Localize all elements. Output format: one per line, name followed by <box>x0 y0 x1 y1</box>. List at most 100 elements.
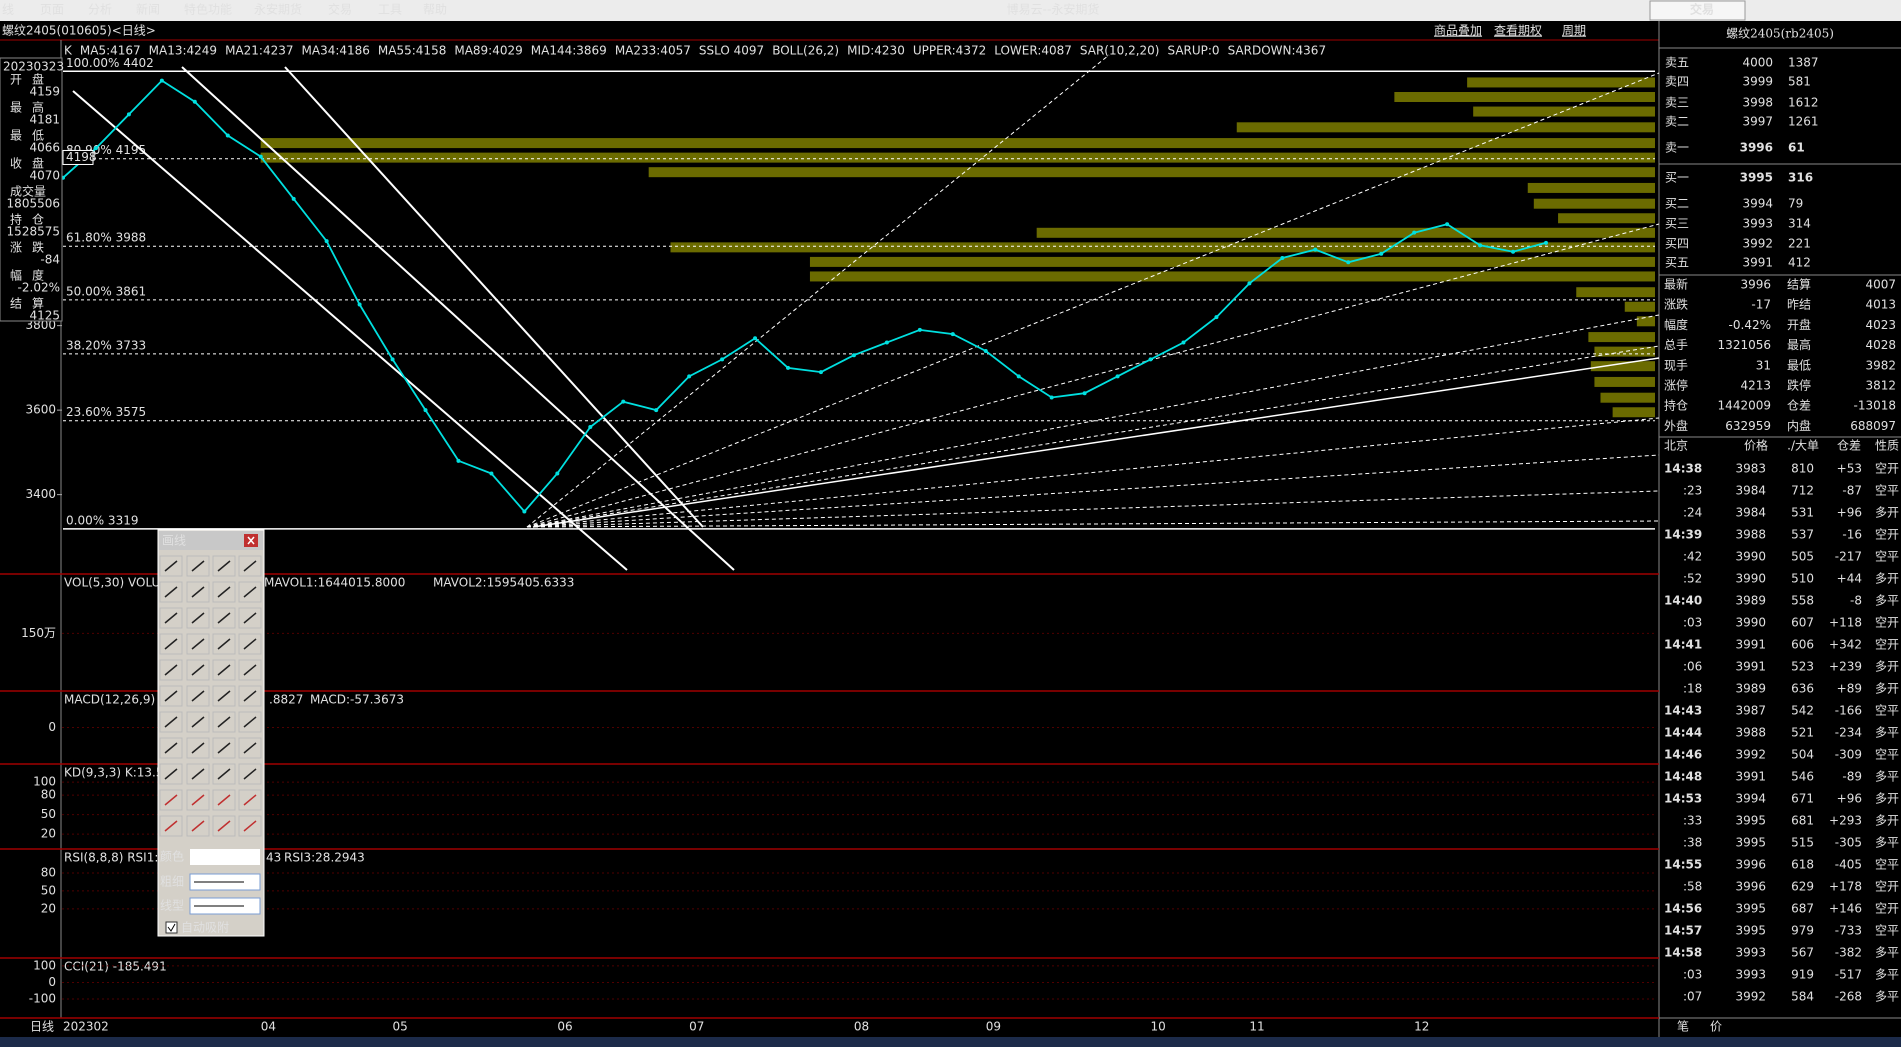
book-label: 卖二 <box>1665 115 1689 129</box>
price-point <box>917 327 922 332</box>
tick-cell: 3989 <box>1735 682 1766 696</box>
info-label: 最高 <box>10 100 54 115</box>
tick-cell: -166 <box>1835 704 1862 718</box>
palette-tool-icon <box>217 612 231 624</box>
info-value: 4159 <box>29 85 60 99</box>
tick-cell: 14:46 <box>1664 748 1702 762</box>
palette-checkbox[interactable] <box>165 921 178 934</box>
palette-tool-icon <box>191 586 205 598</box>
tick-cell: :52 <box>1683 572 1702 586</box>
palette-tool-icon <box>191 820 205 832</box>
x-tick-label: 12 <box>1414 1020 1429 1034</box>
toolbar-link[interactable]: 周期 <box>1562 24 1586 38</box>
menu-item[interactable]: 交易 <box>328 2 352 17</box>
tick-cell: 空开 <box>1875 616 1899 630</box>
stat-label: 幅度 <box>1664 317 1688 332</box>
stat-label: 最高 <box>1787 337 1811 352</box>
panel-tab[interactable]: 笔 <box>1677 1019 1689 1034</box>
palette-tool-icon <box>164 664 178 676</box>
price-point <box>258 154 263 159</box>
palette-tool-icon <box>217 768 231 780</box>
volume-profile-bar <box>1533 198 1655 209</box>
volume-profile-bar <box>1467 77 1655 88</box>
panel-tab[interactable]: 价 <box>1710 1020 1722 1034</box>
tick-cell: 546 <box>1791 770 1814 784</box>
menu-item[interactable]: 帮助 <box>423 3 447 17</box>
book-volume: 79 <box>1788 197 1803 211</box>
tick-cell: +44 <box>1837 572 1862 586</box>
price-point <box>390 357 395 362</box>
info-value: 4125 <box>29 309 60 323</box>
palette-tool-icon <box>217 586 231 598</box>
stat-label: 开盘 <box>1787 317 1811 332</box>
price-line <box>62 79 1547 513</box>
toolbar-link[interactable]: 查看期权 <box>1494 24 1542 38</box>
menu-item[interactable]: 工具 <box>378 3 402 17</box>
palette-tool-icon <box>217 820 231 832</box>
tick-cell: 空平 <box>1875 484 1899 498</box>
trade-button[interactable]: 交易 <box>1690 2 1714 17</box>
tick-cell: 542 <box>1791 704 1814 718</box>
indicator-legend: MA55:4158 <box>378 44 446 58</box>
toolbar-link[interactable]: 商品叠加 <box>1434 23 1482 38</box>
palette-tool-icon <box>164 742 178 754</box>
tick-cell: -268 <box>1835 990 1862 1004</box>
price-point <box>456 458 461 463</box>
book-label: 买一 <box>1665 171 1689 185</box>
palette-tool-icon <box>164 560 178 572</box>
menu-item[interactable]: 永安期货 <box>254 2 302 17</box>
menu-item[interactable]: 分析 <box>88 3 112 17</box>
trade-button-box[interactable] <box>1649 0 1746 21</box>
info-label: 幅度 <box>10 268 54 283</box>
palette-tool-icon <box>243 586 257 598</box>
panel-label: .8827 <box>269 693 303 707</box>
tick-cell: +96 <box>1837 792 1862 806</box>
symbol-label: 螺纹2405(010605)<日线> <box>2 24 156 38</box>
tick-cell: 3995 <box>1735 902 1766 916</box>
palette-tool-icon <box>217 742 231 754</box>
stat-label: 昨结 <box>1787 298 1811 312</box>
menu-item[interactable]: 特色功能 <box>184 2 232 17</box>
y-tick-label: 3800 <box>25 318 56 332</box>
book-volume: 316 <box>1788 171 1813 185</box>
tick-cell: 多开 <box>1875 814 1899 828</box>
tick-header: 仓差 <box>1837 439 1861 453</box>
x-tick-label: 06 <box>557 1020 572 1034</box>
stat-label: 结算 <box>1787 277 1811 292</box>
right-panel <box>1659 21 1901 1037</box>
price-point <box>1016 374 1021 379</box>
palette-tool-icon <box>243 612 257 624</box>
palette-tool-icon <box>217 690 231 702</box>
tick-cell: 14:58 <box>1664 946 1702 960</box>
tick-cell: 14:53 <box>1664 792 1702 806</box>
tick-cell: 14:56 <box>1664 902 1702 916</box>
tick-cell: 3988 <box>1735 528 1766 542</box>
stat-value: 4028 <box>1865 338 1896 352</box>
tick-cell: 3995 <box>1735 924 1766 938</box>
price-point <box>1148 357 1153 362</box>
volume-profile-bar <box>1594 346 1655 357</box>
indicator-legend: UPPER:4372 <box>913 44 986 58</box>
palette-tool-icon <box>217 716 231 728</box>
tick-cell: 618 <box>1791 858 1814 872</box>
tick-cell: 607 <box>1791 616 1814 630</box>
x-tick-label: 04 <box>261 1020 276 1034</box>
tick-header: 性质 <box>1875 439 1899 453</box>
menu-item[interactable]: 页面 <box>40 3 64 17</box>
stat-value: 4013 <box>1865 298 1896 312</box>
stat-label: 持仓 <box>1664 398 1688 413</box>
menu-item[interactable]: 线 <box>2 3 14 17</box>
tick-cell: +293 <box>1829 814 1862 828</box>
price-point <box>522 509 527 514</box>
price-point <box>950 332 955 337</box>
instrument-title: 螺纹2405(rb2405) <box>1726 27 1834 41</box>
tick-cell: 919 <box>1791 968 1814 982</box>
palette-color-box[interactable] <box>190 849 260 865</box>
menu-item[interactable]: 新闻 <box>136 2 160 17</box>
tick-cell: 空平 <box>1875 748 1899 762</box>
book-price: 3999 <box>1742 75 1773 89</box>
palette-tool-icon <box>243 742 257 754</box>
indicator-legend: SARUP:0 <box>1167 44 1219 58</box>
book-price: 3994 <box>1742 197 1773 211</box>
tick-cell: 空平 <box>1875 550 1899 564</box>
